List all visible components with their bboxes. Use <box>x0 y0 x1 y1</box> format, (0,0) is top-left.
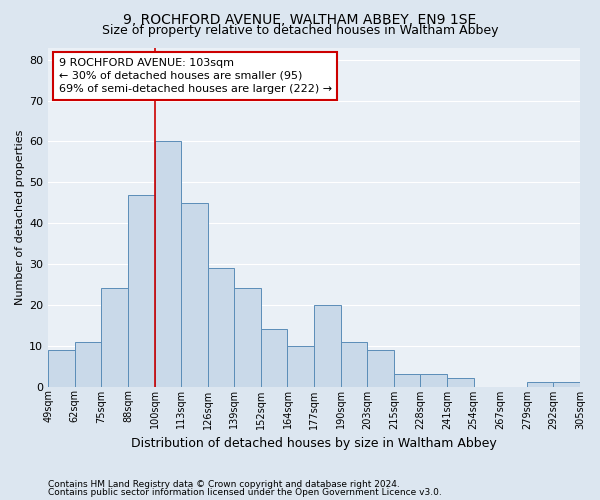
Text: Contains public sector information licensed under the Open Government Licence v3: Contains public sector information licen… <box>48 488 442 497</box>
Bar <box>101 288 128 386</box>
Bar <box>181 202 208 386</box>
Bar <box>287 346 314 387</box>
Bar <box>234 288 261 386</box>
Bar <box>421 374 447 386</box>
Bar <box>341 342 367 386</box>
Bar <box>367 350 394 387</box>
Text: Contains HM Land Registry data © Crown copyright and database right 2024.: Contains HM Land Registry data © Crown c… <box>48 480 400 489</box>
Bar <box>128 194 155 386</box>
Text: 9 ROCHFORD AVENUE: 103sqm
← 30% of detached houses are smaller (95)
69% of semi-: 9 ROCHFORD AVENUE: 103sqm ← 30% of detac… <box>59 58 332 94</box>
Bar <box>527 382 553 386</box>
Bar <box>155 142 181 386</box>
Bar <box>447 378 473 386</box>
Bar <box>394 374 421 386</box>
Bar <box>261 330 287 386</box>
Y-axis label: Number of detached properties: Number of detached properties <box>15 130 25 304</box>
Bar <box>48 350 75 387</box>
Text: 9, ROCHFORD AVENUE, WALTHAM ABBEY, EN9 1SE: 9, ROCHFORD AVENUE, WALTHAM ABBEY, EN9 1… <box>124 12 476 26</box>
Bar <box>75 342 101 386</box>
Bar <box>208 268 234 386</box>
Bar <box>553 382 580 386</box>
Text: Size of property relative to detached houses in Waltham Abbey: Size of property relative to detached ho… <box>102 24 498 37</box>
X-axis label: Distribution of detached houses by size in Waltham Abbey: Distribution of detached houses by size … <box>131 437 497 450</box>
Bar <box>314 305 341 386</box>
